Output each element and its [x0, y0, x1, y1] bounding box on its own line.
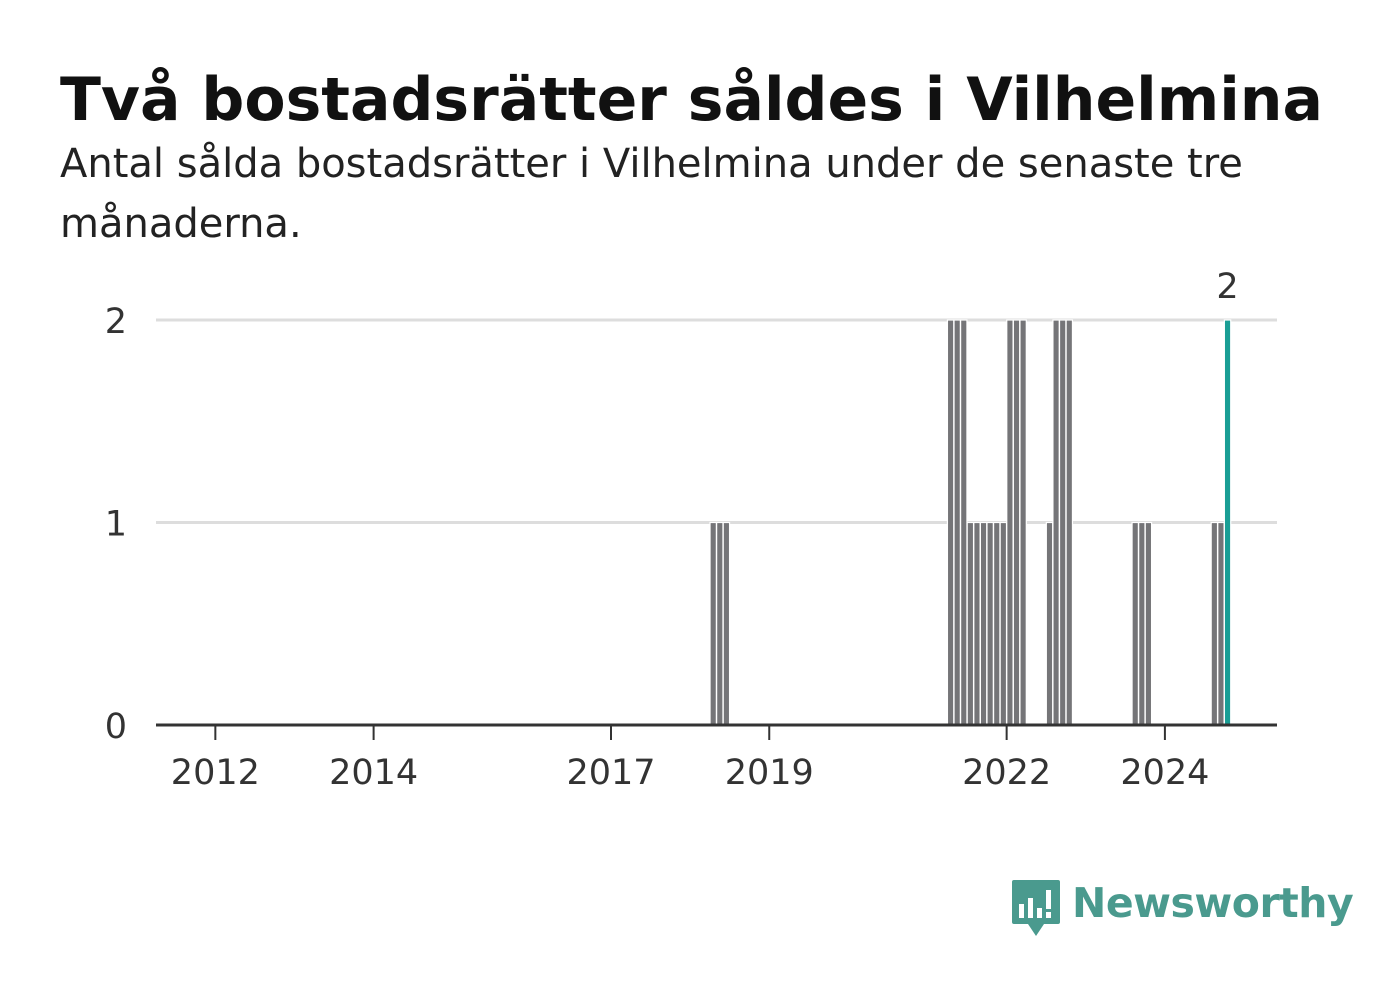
- bar-2021-07: [966, 521, 975, 726]
- bar-2018-04: [709, 521, 717, 726]
- bar-2022-01: [1006, 319, 1014, 726]
- bar-2024-08: [1210, 521, 1219, 726]
- annotations: 2: [1216, 267, 1238, 307]
- bar-2018-06: [722, 521, 731, 726]
- bar-2021-11: [992, 521, 1001, 726]
- bar-2023-10: [1144, 521, 1153, 726]
- bar-2023-09: [1138, 521, 1146, 726]
- bar-2021-10: [986, 521, 994, 726]
- bar-2022-07: [1045, 521, 1054, 726]
- gridlines: [156, 318, 1277, 524]
- bar-2021-06: [960, 319, 968, 726]
- bar-2021-12: [999, 521, 1008, 726]
- bar-2022-02: [1012, 319, 1021, 726]
- bar-2018-05: [716, 521, 724, 726]
- y-axis-labels: 0 1 2: [105, 302, 127, 747]
- x-tick-label-2022: 2022: [962, 753, 1051, 793]
- bar-2022-09: [1058, 319, 1067, 726]
- bar-value-label: 2: [1216, 267, 1238, 307]
- newsworthy-logo: Newsworthy: [1010, 878, 1354, 940]
- x-tick-label-2014: 2014: [329, 753, 418, 793]
- bar-2024-09: [1217, 521, 1225, 726]
- bar-2024-10: [1223, 319, 1232, 726]
- y-tick-label-0: 0: [105, 707, 127, 747]
- x-tick-label-2019: 2019: [725, 753, 814, 793]
- x-tick-label-2012: 2012: [171, 753, 260, 793]
- bar-2023-08: [1131, 521, 1139, 726]
- y-tick-label-1: 1: [105, 505, 127, 545]
- chart-title: Två bostadsrätter såldes i Vilhelmina: [60, 65, 1323, 135]
- bar-2022-10: [1065, 319, 1074, 726]
- chart-subtitle: Antal sålda bostadsrätter i Vilhelmina u…: [60, 141, 1243, 247]
- x-axis: 2012 2014 2017 2019 2022 2024: [156, 723, 1277, 793]
- bar-2022-08: [1052, 319, 1060, 726]
- x-tick-label-2017: 2017: [566, 753, 655, 793]
- bar-2021-04: [946, 319, 955, 726]
- y-tick-label-2: 2: [105, 302, 127, 342]
- bar-2021-09: [979, 521, 988, 726]
- bar-2021-05: [953, 319, 961, 726]
- bar-chart-speech-bubble-icon: [1012, 880, 1060, 936]
- logo-text: Newsworthy: [1072, 879, 1354, 927]
- x-tick-label-2024: 2024: [1120, 753, 1209, 793]
- bar-2022-03: [1019, 319, 1027, 726]
- bar-2021-08: [973, 521, 981, 726]
